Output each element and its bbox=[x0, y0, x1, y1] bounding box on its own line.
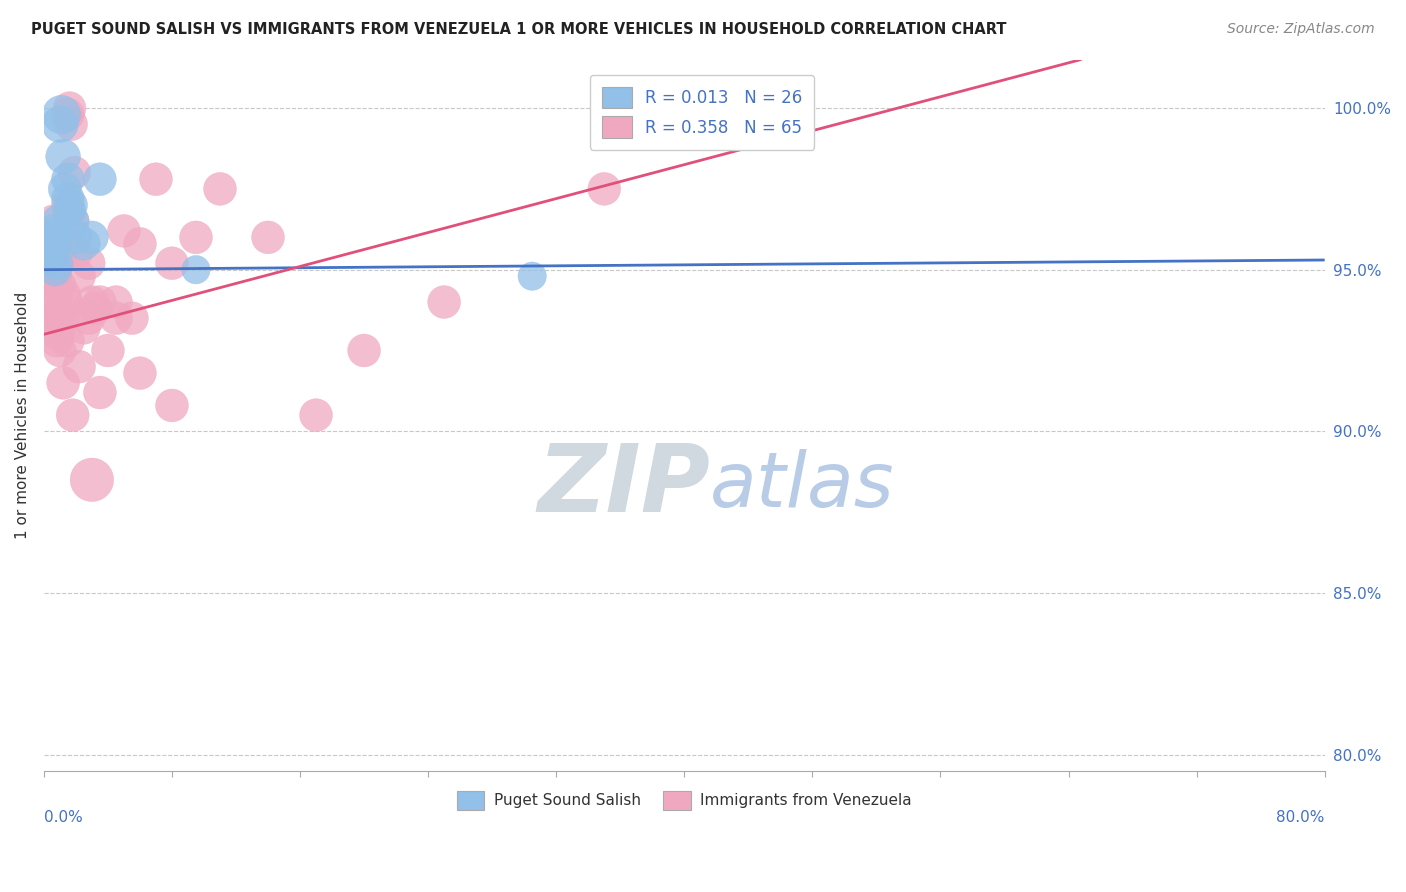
Point bbox=[63, 166, 86, 180]
Point bbox=[49, 343, 72, 358]
Point bbox=[42, 236, 65, 251]
Point bbox=[89, 385, 111, 400]
Point bbox=[104, 311, 127, 326]
Point bbox=[129, 366, 152, 380]
Point bbox=[67, 359, 90, 374]
Point bbox=[73, 236, 96, 251]
Point bbox=[45, 246, 67, 260]
Point bbox=[305, 408, 328, 422]
Point bbox=[44, 269, 66, 284]
Point bbox=[353, 343, 375, 358]
Point bbox=[52, 236, 75, 251]
Point bbox=[38, 252, 60, 267]
Point bbox=[42, 288, 65, 302]
Point bbox=[84, 301, 107, 316]
Text: PUGET SOUND SALISH VS IMMIGRANTS FROM VENEZUELA 1 OR MORE VEHICLES IN HOUSEHOLD : PUGET SOUND SALISH VS IMMIGRANTS FROM VE… bbox=[31, 22, 1007, 37]
Text: atlas: atlas bbox=[710, 450, 894, 524]
Point bbox=[52, 311, 75, 326]
Point bbox=[65, 246, 87, 260]
Point bbox=[65, 230, 87, 244]
Point bbox=[62, 408, 84, 422]
Point bbox=[60, 117, 83, 131]
Point bbox=[184, 262, 207, 277]
Point bbox=[62, 214, 84, 228]
Point bbox=[56, 107, 79, 121]
Point bbox=[38, 230, 60, 244]
Point bbox=[49, 230, 72, 244]
Point bbox=[129, 236, 152, 251]
Point bbox=[46, 214, 69, 228]
Point bbox=[52, 376, 75, 390]
Point bbox=[433, 295, 456, 310]
Point bbox=[41, 246, 63, 260]
Point bbox=[45, 321, 67, 335]
Point bbox=[44, 262, 66, 277]
Point bbox=[53, 182, 76, 196]
Point bbox=[49, 117, 72, 131]
Legend: Puget Sound Salish, Immigrants from Venezuela: Puget Sound Salish, Immigrants from Vene… bbox=[451, 785, 918, 816]
Point bbox=[44, 269, 66, 284]
Point bbox=[56, 198, 79, 212]
Point bbox=[52, 150, 75, 164]
Point bbox=[58, 101, 80, 115]
Point bbox=[45, 256, 67, 270]
Point bbox=[112, 224, 135, 238]
Point bbox=[41, 278, 63, 293]
Point bbox=[80, 295, 103, 310]
Point bbox=[46, 327, 69, 342]
Point bbox=[51, 107, 73, 121]
Text: ZIP: ZIP bbox=[537, 441, 710, 533]
Point bbox=[53, 288, 76, 302]
Point bbox=[60, 198, 83, 212]
Y-axis label: 1 or more Vehicles in Household: 1 or more Vehicles in Household bbox=[15, 292, 30, 539]
Point bbox=[42, 295, 65, 310]
Point bbox=[80, 230, 103, 244]
Point bbox=[77, 256, 100, 270]
Point bbox=[77, 311, 100, 326]
Point bbox=[56, 172, 79, 186]
Point bbox=[62, 214, 84, 228]
Point bbox=[35, 246, 58, 260]
Point bbox=[42, 246, 65, 260]
Point bbox=[160, 399, 183, 413]
Point bbox=[41, 230, 63, 244]
Point bbox=[44, 230, 66, 244]
Point bbox=[67, 269, 90, 284]
Point bbox=[80, 473, 103, 487]
Point bbox=[121, 311, 143, 326]
Point bbox=[46, 256, 69, 270]
Point bbox=[145, 172, 167, 186]
Point bbox=[257, 230, 280, 244]
Point bbox=[160, 256, 183, 270]
Point bbox=[73, 321, 96, 335]
Point bbox=[89, 172, 111, 186]
Point bbox=[39, 246, 62, 260]
Point bbox=[55, 295, 77, 310]
Point bbox=[39, 246, 62, 260]
Point bbox=[51, 246, 73, 260]
Point bbox=[593, 182, 616, 196]
Point bbox=[45, 334, 67, 348]
Point bbox=[39, 269, 62, 284]
Point bbox=[208, 182, 231, 196]
Point bbox=[89, 295, 111, 310]
Point bbox=[56, 334, 79, 348]
Point bbox=[184, 230, 207, 244]
Point bbox=[44, 311, 66, 326]
Point bbox=[41, 311, 63, 326]
Point bbox=[49, 278, 72, 293]
Point bbox=[58, 204, 80, 219]
Point bbox=[51, 301, 73, 316]
Text: 80.0%: 80.0% bbox=[1277, 810, 1324, 825]
Point bbox=[522, 269, 544, 284]
Point bbox=[41, 236, 63, 251]
Point bbox=[38, 256, 60, 270]
Point bbox=[42, 224, 65, 238]
Point bbox=[56, 192, 79, 206]
Text: Source: ZipAtlas.com: Source: ZipAtlas.com bbox=[1227, 22, 1375, 37]
Point bbox=[97, 343, 120, 358]
Point bbox=[104, 295, 127, 310]
Text: 0.0%: 0.0% bbox=[44, 810, 83, 825]
Point bbox=[42, 214, 65, 228]
